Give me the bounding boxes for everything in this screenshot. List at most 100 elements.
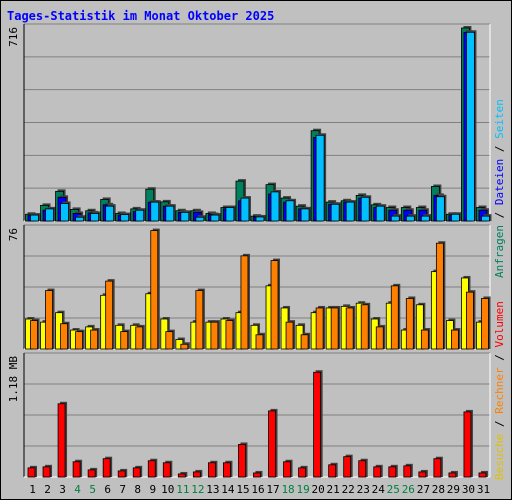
volumen-bar-day-12 (192, 471, 201, 478)
volumen-bar-day-24 (373, 466, 382, 478)
seiten-bar-day-30 (466, 31, 475, 222)
legend-visits-volume-part-4: / (493, 348, 506, 368)
day-label-24: 24 (372, 483, 386, 496)
volumen-bar-day-27 (418, 471, 427, 478)
legend-hits-part-4: / (493, 139, 506, 159)
day-label-22: 22 (342, 483, 355, 496)
legend-hits-part-5: Seiten (493, 99, 506, 139)
day-label-14: 14 (221, 483, 235, 496)
rechner-bar-day-3 (60, 323, 68, 350)
seiten-bar-day-17 (270, 191, 280, 222)
rechner-bar-day-17 (270, 260, 279, 350)
day-label-4: 4 (74, 483, 81, 496)
visits-ymax-label: 76 (7, 228, 20, 241)
day-label-30: 30 (462, 483, 475, 496)
legend-hits-part-1: Anfragen (493, 225, 506, 278)
day-label-31: 31 (477, 483, 490, 496)
volumen-bar-day-6 (102, 458, 111, 478)
chart-title: Tages-Statistik im Monat Oktober 2025 (7, 9, 275, 23)
day-label-23: 23 (357, 483, 370, 496)
volumen-bar-day-9 (147, 460, 156, 478)
rechner-bar-day-22 (345, 307, 354, 350)
volumen-bar-day-4 (72, 461, 81, 478)
seiten-bar-day-6 (105, 205, 115, 222)
rechner-bar-day-12 (195, 290, 204, 350)
seiten-bar-day-2 (45, 208, 54, 222)
volumen-bar-day-25 (388, 466, 397, 478)
hits-ymax-label: 716 (7, 27, 20, 47)
seiten-bar-day-12 (195, 216, 205, 222)
rechner-bar-day-11 (180, 343, 189, 350)
seiten-bar-day-8 (135, 209, 145, 222)
volumen-bar-day-30 (463, 411, 472, 478)
volumen-bar-day-19 (298, 467, 306, 478)
rechner-bar-day-27 (420, 329, 429, 350)
rechner-bar-day-9 (150, 230, 159, 350)
rechner-bar-day-1 (30, 320, 38, 350)
volumen-bar-day-20 (313, 371, 322, 478)
rechner-bar-day-24 (375, 326, 384, 350)
day-label-20: 20 (312, 483, 325, 496)
rechner-bar-day-15 (240, 255, 249, 350)
volumen-bar-day-7 (117, 470, 126, 478)
seiten-bar-day-19 (300, 208, 310, 222)
day-label-7: 7 (119, 483, 126, 496)
volumen-bar-day-22 (343, 456, 352, 478)
volumen-bar-day-17 (268, 410, 276, 478)
day-label-18: 18 (281, 483, 294, 496)
legend-visits-volume-part-1: Besuche (493, 434, 506, 480)
seiten-bar-day-27 (420, 215, 430, 222)
volumen-bar-day-28 (433, 458, 442, 478)
rechner-bar-day-19 (300, 334, 309, 350)
rechner-bar-day-5 (90, 329, 99, 350)
seiten-bar-day-22 (345, 201, 355, 222)
seiten-bar-day-25 (390, 215, 400, 222)
rechner-bar-day-30 (466, 291, 474, 350)
day-label-13: 13 (206, 483, 219, 496)
day-label-29: 29 (447, 483, 460, 496)
day-label-2: 2 (44, 483, 51, 496)
rechner-bar-day-6 (105, 280, 114, 350)
seiten-bar-day-9 (150, 201, 160, 222)
volume-ymax-label: 1.18 MB (7, 356, 20, 403)
rechner-bar-day-16 (255, 334, 264, 350)
seiten-bar-day-28 (435, 196, 445, 222)
day-label-17: 17 (266, 483, 279, 496)
seiten-bar-day-4 (75, 216, 84, 222)
seiten-bar-day-7 (120, 214, 130, 222)
rechner-bar-day-25 (390, 285, 399, 350)
day-label-21: 21 (327, 483, 340, 496)
legend-visits-volume-part-2: / (493, 414, 506, 434)
volumen-bar-day-18 (283, 461, 291, 478)
seiten-bar-day-26 (405, 215, 415, 222)
volumen-bar-day-10 (162, 462, 171, 478)
volumen-bar-day-5 (87, 469, 96, 478)
rechner-bar-day-18 (285, 321, 294, 350)
rechner-bar-day-2 (45, 290, 53, 350)
volumen-bar-day-15 (238, 444, 246, 478)
seiten-bar-day-14 (225, 207, 235, 222)
volumen-bar-day-23 (358, 460, 367, 478)
legend-hits-part-3: Dateien (493, 159, 506, 205)
legend-visits-volume-part-5: Volumen (493, 301, 506, 347)
volumen-bar-day-1 (27, 467, 36, 478)
day-label-1: 1 (29, 483, 36, 496)
volumen-bar-day-16 (253, 472, 261, 478)
seiten-bar-day-20 (315, 134, 325, 222)
volumen-bar-day-11 (177, 473, 186, 478)
volumen-bar-day-31 (478, 472, 487, 478)
day-label-8: 8 (134, 483, 141, 496)
rechner-bar-day-29 (451, 329, 459, 350)
day-label-25: 25 (387, 483, 400, 496)
seiten-bar-day-3 (60, 203, 69, 222)
besuche-bar-day-27 (415, 304, 424, 350)
legend-hits-part-2: / (493, 205, 506, 225)
rechner-bar-day-28 (435, 242, 444, 350)
volumen-bar-day-3 (57, 403, 66, 478)
day-label-6: 6 (104, 483, 111, 496)
seiten-bar-day-15 (240, 197, 250, 222)
legend-visits-volume-part-3: Rechner (493, 367, 506, 414)
rechner-bar-day-10 (165, 331, 174, 350)
rechner-bar-day-20 (315, 307, 324, 350)
rechner-bar-day-13 (210, 321, 219, 350)
